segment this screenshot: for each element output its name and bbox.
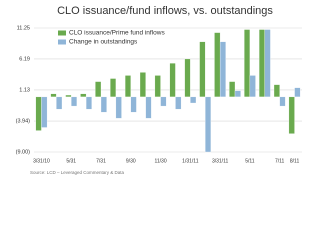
y-tick-label: 6.19 (19, 56, 30, 62)
bar (258, 29, 265, 98)
bar (65, 94, 72, 98)
y-tick-label: (9.00) (16, 149, 31, 155)
bar (80, 93, 87, 98)
bar (145, 96, 152, 119)
y-tick-label: (3.94) (16, 118, 31, 124)
bar (219, 41, 226, 98)
bar (288, 96, 295, 134)
bar (199, 41, 206, 98)
y-tick-label: 11.25 (17, 25, 30, 31)
source-note: Source: LCD – Leveraged Commentary & Dat… (30, 170, 125, 175)
bar (50, 93, 57, 98)
bar (124, 75, 131, 98)
x-tick-label: 5/31 (66, 158, 76, 164)
bar (130, 96, 137, 113)
legend-swatch (58, 39, 66, 45)
legend-label: Change in outstandings (69, 39, 138, 46)
chart-title: CLO issuance/fund inflows, vs. outstandi… (57, 5, 273, 17)
x-tick-label: 11/30 (154, 158, 166, 164)
bar (41, 96, 48, 128)
bar (95, 81, 102, 98)
bar (214, 32, 221, 98)
bar (234, 90, 241, 98)
legend-box (56, 29, 140, 49)
bar (184, 58, 191, 98)
bar (139, 72, 146, 98)
bar (35, 96, 42, 131)
bar (244, 29, 251, 98)
bar (85, 96, 92, 110)
bar (229, 81, 236, 98)
bar (205, 96, 212, 153)
legend-label: CLO issuance/Prime fund inflows (69, 30, 165, 37)
legend-swatch (58, 30, 66, 36)
bar (273, 84, 280, 98)
x-tick-label: 7/31 (96, 158, 106, 164)
bar (154, 75, 161, 98)
bar (110, 78, 117, 98)
bar (279, 96, 286, 107)
bar (294, 87, 301, 98)
bar (160, 96, 167, 107)
bar (56, 96, 63, 110)
y-tick-label: 1.13 (19, 87, 30, 93)
bar (249, 75, 256, 98)
bar (175, 96, 182, 110)
bar (115, 96, 122, 119)
chart: CLO issuance/fund inflows, vs. outstandi… (15, 4, 302, 176)
bar (264, 29, 271, 98)
x-tick-label: 3/31/10 (33, 158, 50, 164)
bar (190, 96, 197, 104)
bar (71, 96, 78, 107)
x-tick-label: 9/30 (126, 158, 136, 164)
x-tick-label: 7/11 (275, 158, 285, 164)
x-tick-label: 3/31/11 (212, 158, 229, 164)
x-tick-label: 8/11 (290, 158, 300, 164)
bar (169, 63, 176, 98)
x-tick-label: 1/31/11 (182, 158, 199, 164)
bar (100, 96, 107, 113)
x-tick-label: 5/11 (245, 158, 255, 164)
